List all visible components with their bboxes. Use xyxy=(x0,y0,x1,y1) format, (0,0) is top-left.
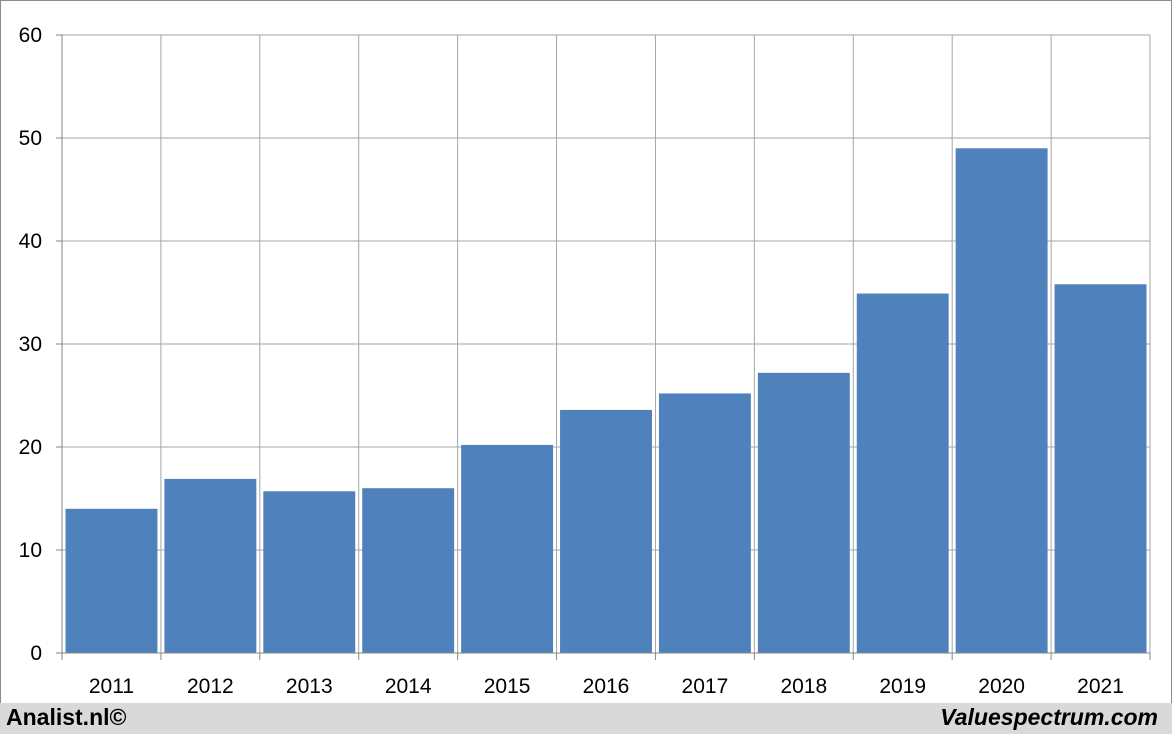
source-credit-left: Analist.nl© xyxy=(6,704,127,730)
x-tick-label: 2017 xyxy=(682,675,729,698)
x-tick-label: 2018 xyxy=(780,675,827,698)
bar-2017 xyxy=(658,393,751,653)
x-tick-label: 2020 xyxy=(978,675,1025,698)
bars xyxy=(65,148,1147,654)
axes xyxy=(56,34,1151,660)
bar-2021 xyxy=(1054,284,1147,653)
bar-2020 xyxy=(955,148,1048,654)
x-tick-label: 2015 xyxy=(484,675,531,698)
bar-2013 xyxy=(263,491,356,653)
y-tick-label: 60 xyxy=(19,24,42,47)
y-tick-label: 50 xyxy=(19,127,42,150)
bar-2016 xyxy=(560,409,652,653)
bar-2019 xyxy=(856,293,949,653)
y-tick-label: 20 xyxy=(19,436,42,459)
y-tick-label: 10 xyxy=(19,539,42,562)
x-tick-label: 2019 xyxy=(879,675,926,698)
bar-2012 xyxy=(164,478,257,653)
footer-bar: Analist.nl© Valuespectrum.com xyxy=(0,703,1172,734)
bar-2018 xyxy=(757,372,850,653)
tick-labels: 0 10 20 30 40 50 60 2011 2012 2013 2014 2015 2016 201… xyxy=(19,24,1124,698)
x-tick-label: 2016 xyxy=(583,675,630,698)
bar-2015 xyxy=(461,444,554,653)
x-tick-label: 2021 xyxy=(1077,675,1124,698)
bar-2014 xyxy=(362,488,455,653)
x-tick-label: 2012 xyxy=(187,675,234,698)
y-tick-label: 0 xyxy=(30,642,42,665)
bar-chart: 0 10 20 30 40 50 60 2011 2012 2013 2014 2015 2016 201… xyxy=(19,24,1151,698)
x-tick-label: 2011 xyxy=(89,675,134,698)
x-tick-label: 2014 xyxy=(385,675,432,698)
grid-lines xyxy=(62,34,1151,653)
x-tick-label: 2013 xyxy=(286,675,333,698)
y-tick-label: 40 xyxy=(19,230,42,253)
bar-2011 xyxy=(65,508,158,653)
y-tick-label: 30 xyxy=(19,333,42,356)
source-credit-right: Valuespectrum.com xyxy=(940,704,1158,730)
